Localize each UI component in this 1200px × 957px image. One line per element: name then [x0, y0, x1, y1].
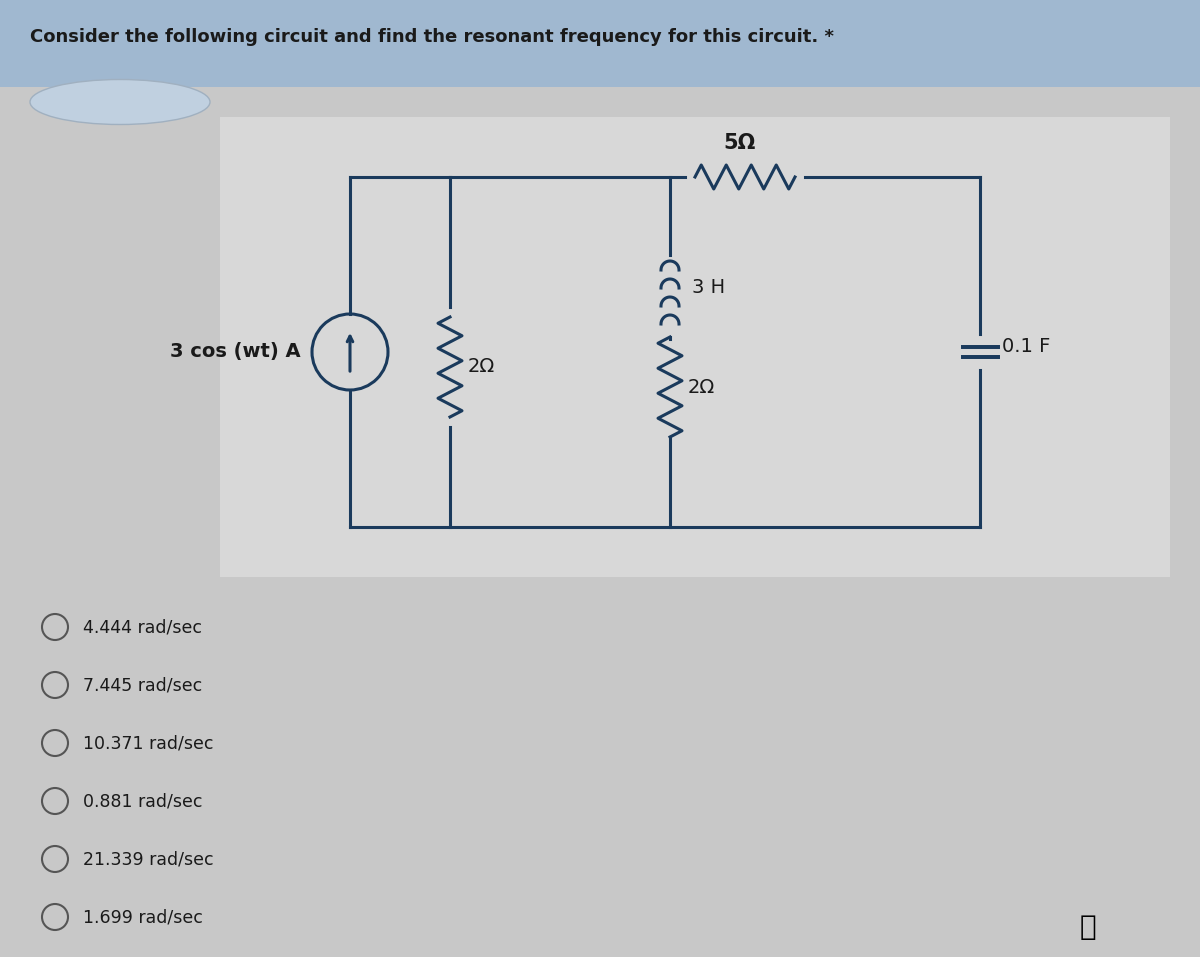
Text: 0.881 rad/sec: 0.881 rad/sec [83, 792, 203, 810]
FancyBboxPatch shape [0, 0, 1200, 87]
Text: 7.445 rad/sec: 7.445 rad/sec [83, 676, 203, 694]
Text: 10.371 rad/sec: 10.371 rad/sec [83, 734, 214, 752]
Text: 3 cos (wt) A: 3 cos (wt) A [170, 343, 301, 362]
Text: Consider the following circuit and find the resonant frequency for this circuit.: Consider the following circuit and find … [30, 28, 834, 46]
Text: 4.444 rad/sec: 4.444 rad/sec [83, 618, 202, 636]
Ellipse shape [30, 79, 210, 124]
Text: 3 H: 3 H [692, 278, 725, 297]
Text: 5Ω: 5Ω [724, 133, 756, 153]
Text: 1.699 rad/sec: 1.699 rad/sec [83, 908, 203, 926]
Text: 21.339 rad/sec: 21.339 rad/sec [83, 850, 214, 868]
FancyBboxPatch shape [220, 117, 1170, 577]
Text: 👆: 👆 [1080, 913, 1097, 941]
Text: 0.1 F: 0.1 F [1002, 338, 1050, 357]
Text: 2Ω: 2Ω [468, 358, 496, 376]
Text: 2Ω: 2Ω [688, 377, 715, 396]
